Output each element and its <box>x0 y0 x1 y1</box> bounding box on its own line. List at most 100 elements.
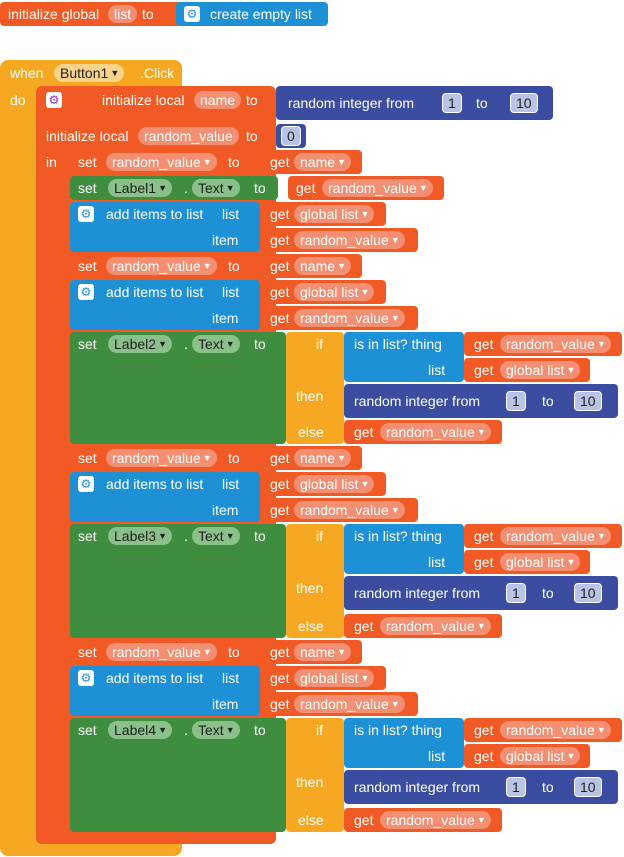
get-global-list-block[interactable]: get global list ▼ <box>262 280 386 304</box>
get-random-value-block[interactable]: get random_value ▼ <box>288 176 444 200</box>
random-value-dropdown[interactable]: random_value ▼ <box>294 231 405 249</box>
random-value-dropdown[interactable]: random_value ▼ <box>106 257 217 275</box>
gear-icon[interactable]: ⚙ <box>78 670 94 686</box>
button1-dropdown[interactable]: Button1 ▼ <box>54 64 125 82</box>
random-value-dropdown[interactable]: random_value ▼ <box>106 643 217 661</box>
is-in-list-block[interactable]: is in list? thing list <box>344 524 464 574</box>
if-then-else-block[interactable]: if then else <box>286 718 344 832</box>
add-items-block-3[interactable]: ⚙ add items to list list item <box>70 472 260 522</box>
random-value-dropdown[interactable]: random_value ▼ <box>294 695 405 713</box>
random-integer-block[interactable]: random integer from 1 to 10 <box>344 384 618 418</box>
gear-icon[interactable]: ⚙ <box>78 476 94 492</box>
add-items-block-1[interactable]: ⚙ add items to list list item <box>70 202 260 252</box>
random-integer-block[interactable]: random integer from 1 to 10 <box>344 576 618 610</box>
to-number[interactable]: 10 <box>574 391 602 411</box>
text-property-dropdown[interactable]: Text ▼ <box>192 335 240 353</box>
get-name-block[interactable]: get name ▼ <box>262 446 362 470</box>
get-random-value-block[interactable]: get random_value ▼ <box>464 332 622 356</box>
get-global-list-block[interactable]: get global list ▼ <box>262 472 386 496</box>
get-random-value-block[interactable]: get random_value ▼ <box>464 524 622 548</box>
random-value-dropdown[interactable]: random_value ▼ <box>322 179 433 197</box>
random-value-dropdown[interactable]: random_value ▼ <box>500 527 611 545</box>
if-then-else-block[interactable]: if then else <box>286 332 344 444</box>
set-random-value-block[interactable]: set random_value ▼ to <box>70 640 260 664</box>
random-value-dropdown[interactable]: random_value ▼ <box>294 501 405 519</box>
random-value-dropdown[interactable]: random_value ▼ <box>106 449 217 467</box>
gear-icon[interactable]: ⚙ <box>184 6 200 22</box>
get-global-list-block[interactable]: get global list ▼ <box>464 550 590 574</box>
get-name-block[interactable]: get name ▼ <box>262 150 362 174</box>
set-random-value-block[interactable]: set random_value ▼ to <box>70 150 260 174</box>
get-global-list-block[interactable]: get global list ▼ <box>464 744 590 768</box>
name-dropdown[interactable]: name ▼ <box>294 449 352 467</box>
create-empty-list-block[interactable]: ⚙ create empty list <box>176 2 328 26</box>
gear-icon[interactable]: ⚙ <box>78 284 94 300</box>
get-random-value-block[interactable]: get random_value ▼ <box>344 420 502 444</box>
from-number[interactable]: 1 <box>506 391 526 411</box>
label4-dropdown[interactable]: Label4 ▼ <box>108 721 173 739</box>
label2-dropdown[interactable]: Label2 ▼ <box>108 335 173 353</box>
get-random-value-block[interactable]: get random_value ▼ <box>344 808 502 832</box>
set-random-value-block[interactable]: set random_value ▼ to <box>70 446 260 470</box>
zero-number-block[interactable]: 0 <box>276 124 306 148</box>
gear-icon[interactable]: ⚙ <box>46 92 62 108</box>
text-property-dropdown[interactable]: Text ▼ <box>192 527 240 545</box>
global-list-dropdown[interactable]: global list ▼ <box>294 205 375 223</box>
local-var-random[interactable]: random_value <box>138 127 239 145</box>
get-random-value-block[interactable]: get random_value ▼ <box>262 692 418 716</box>
name-dropdown[interactable]: name ▼ <box>294 643 352 661</box>
global-init-block[interactable]: initialize global list to <box>0 2 182 26</box>
random-value-dropdown[interactable]: random_value ▼ <box>500 721 611 739</box>
gear-icon[interactable]: ⚙ <box>78 206 94 222</box>
random-value-dropdown[interactable]: random_value ▼ <box>380 617 491 635</box>
label1-dropdown[interactable]: Label1 ▼ <box>108 179 173 197</box>
get-random-value-block[interactable]: get random_value ▼ <box>262 306 418 330</box>
get-name-block[interactable]: get name ▼ <box>262 640 362 664</box>
text-property-dropdown[interactable]: Text ▼ <box>192 721 240 739</box>
set-label1-text-block[interactable]: set Label1 ▼ . Text ▼ to <box>70 176 278 200</box>
set-label4-text-block[interactable]: set Label4 ▼ . Text ▼ to <box>70 718 286 832</box>
set-label3-text-block[interactable]: set Label3 ▼ . Text ▼ to <box>70 524 286 638</box>
if-then-else-block[interactable]: if then else <box>286 524 344 638</box>
random-integer-block[interactable]: random integer from 1 to 10 <box>344 770 618 804</box>
name-dropdown[interactable]: name ▼ <box>294 257 352 275</box>
random-value-dropdown[interactable]: random_value ▼ <box>380 811 491 829</box>
get-random-value-block[interactable]: get random_value ▼ <box>262 498 418 522</box>
get-name-block[interactable]: get name ▼ <box>262 254 362 278</box>
random-value-dropdown[interactable]: random_value ▼ <box>106 153 217 171</box>
get-global-list-block[interactable]: get global list ▼ <box>262 202 386 226</box>
to-number[interactable]: 10 <box>510 93 538 113</box>
get-random-value-block[interactable]: get random_value ▼ <box>262 228 418 252</box>
random-value-dropdown[interactable]: random_value ▼ <box>294 309 405 327</box>
global-list-dropdown[interactable]: global list ▼ <box>500 553 581 571</box>
label3-dropdown[interactable]: Label3 ▼ <box>108 527 173 545</box>
from-number[interactable]: 1 <box>506 777 526 797</box>
global-list-dropdown[interactable]: global list ▼ <box>294 283 375 301</box>
random-value-dropdown[interactable]: random_value ▼ <box>380 423 491 441</box>
get-random-value-block[interactable]: get random_value ▼ <box>464 718 622 742</box>
global-var-name[interactable]: list <box>108 5 138 23</box>
from-number[interactable]: 1 <box>442 93 462 113</box>
global-list-dropdown[interactable]: global list ▼ <box>294 475 375 493</box>
is-in-list-block[interactable]: is in list? thing list <box>344 718 464 768</box>
zero-number[interactable]: 0 <box>281 126 301 146</box>
get-global-list-block[interactable]: get global list ▼ <box>464 358 590 382</box>
random-integer-block[interactable]: random integer from 1 to 10 <box>276 86 553 120</box>
global-list-dropdown[interactable]: global list ▼ <box>294 669 375 687</box>
add-items-block-4[interactable]: ⚙ add items to list list item <box>70 666 260 716</box>
local-var-name[interactable]: name <box>194 91 242 109</box>
global-list-dropdown[interactable]: global list ▼ <box>500 747 581 765</box>
get-random-value-block[interactable]: get random_value ▼ <box>344 614 502 638</box>
text-property-dropdown[interactable]: Text ▼ <box>192 179 240 197</box>
from-number[interactable]: 1 <box>506 583 526 603</box>
to-number[interactable]: 10 <box>574 777 602 797</box>
random-value-dropdown[interactable]: random_value ▼ <box>500 335 611 353</box>
to-number[interactable]: 10 <box>574 583 602 603</box>
get-global-list-block[interactable]: get global list ▼ <box>262 666 386 690</box>
set-random-value-block[interactable]: set random_value ▼ to <box>70 254 260 278</box>
set-label2-text-block[interactable]: set Label2 ▼ . Text ▼ to <box>70 332 286 444</box>
add-items-block-2[interactable]: ⚙ add items to list list item <box>70 280 260 330</box>
is-in-list-block[interactable]: is in list? thing list <box>344 332 464 382</box>
global-list-dropdown[interactable]: global list ▼ <box>500 361 581 379</box>
name-dropdown[interactable]: name ▼ <box>294 153 352 171</box>
